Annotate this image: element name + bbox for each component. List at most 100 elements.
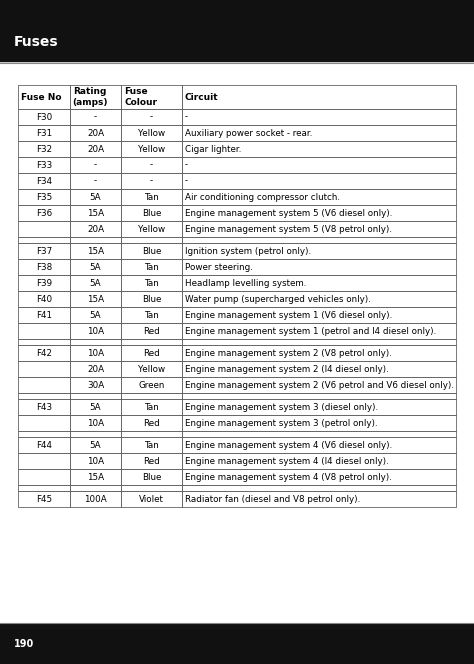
Text: Circuit: Circuit [185,92,219,102]
Bar [182,221,456,237]
Text: -: - [185,112,188,122]
Bar [0,0,474,62]
Bar [0,624,474,664]
Bar [182,415,456,431]
Bar [121,491,182,507]
Bar [182,453,456,469]
Bar [70,275,121,291]
Bar [70,361,121,377]
Text: Red: Red [143,327,160,335]
Bar [70,307,121,323]
Bar [121,189,182,205]
Bar [18,323,70,339]
Text: Blue: Blue [142,208,161,218]
Text: Red: Red [143,457,160,465]
Text: Yellow: Yellow [138,224,165,234]
Text: 15A: 15A [87,295,104,303]
Text: -: - [185,177,188,185]
Bar [121,399,182,415]
Bar [182,157,456,173]
Bar [182,173,456,189]
Text: 15A: 15A [87,208,104,218]
Bar [121,453,182,469]
Text: Water pump (supercharged vehicles only).: Water pump (supercharged vehicles only). [185,295,371,303]
Text: F35: F35 [36,193,52,201]
Bar [121,157,182,173]
Bar [182,399,456,415]
Text: Engine management system 2 (V8 petrol only).: Engine management system 2 (V8 petrol on… [185,349,392,357]
Bar [0,63,474,623]
Text: -: - [150,177,153,185]
Bar [18,345,70,361]
Bar [121,221,182,237]
Text: Engine management system 1 (V6 diesel only).: Engine management system 1 (V6 diesel on… [185,311,392,319]
Bar [18,415,70,431]
Text: Ignition system (petrol only).: Ignition system (petrol only). [185,246,311,256]
Bar [182,393,456,399]
Text: Auxiliary power socket - rear.: Auxiliary power socket - rear. [185,129,312,137]
Bar [182,377,456,393]
Bar [121,307,182,323]
Bar [18,361,70,377]
Bar [70,431,121,437]
Text: Tan: Tan [144,262,159,272]
Text: F44: F44 [36,440,52,450]
Bar [18,275,70,291]
Text: F30: F30 [36,112,52,122]
Text: Tan: Tan [144,440,159,450]
Bar [121,323,182,339]
Text: Air conditioning compressor clutch.: Air conditioning compressor clutch. [185,193,340,201]
Text: Engine management system 2 (V6 petrol and V6 diesel only).: Engine management system 2 (V6 petrol an… [185,380,454,390]
Text: Blue: Blue [142,473,161,481]
Bar [18,243,70,259]
Text: Red: Red [143,418,160,428]
Bar [70,453,121,469]
Bar [18,157,70,173]
Text: Yellow: Yellow [138,365,165,373]
Bar [70,205,121,221]
Bar [70,339,121,345]
Bar [182,431,456,437]
Bar [18,431,70,437]
Text: F36: F36 [36,208,52,218]
Bar [121,469,182,485]
Text: Engine management system 5 (V8 petrol only).: Engine management system 5 (V8 petrol on… [185,224,392,234]
Bar [182,485,456,491]
Text: -: - [150,161,153,169]
Text: 5A: 5A [90,278,101,288]
Text: Red: Red [143,349,160,357]
Text: Violet: Violet [139,495,164,503]
Bar [18,339,70,345]
Text: Engine management system 1 (petrol and I4 diesel only).: Engine management system 1 (petrol and I… [185,327,436,335]
Text: 190: 190 [14,639,34,649]
Bar [182,437,456,453]
Text: 5A: 5A [90,440,101,450]
Text: Engine management system 3 (petrol only).: Engine management system 3 (petrol only)… [185,418,377,428]
Text: Headlamp levelling system.: Headlamp levelling system. [185,278,306,288]
Text: F45: F45 [36,495,52,503]
Text: Cigar lighter.: Cigar lighter. [185,145,241,153]
Bar [70,243,121,259]
Bar [18,291,70,307]
Bar [70,399,121,415]
Text: Fuses: Fuses [14,35,59,49]
Bar [70,85,121,109]
Text: F33: F33 [36,161,52,169]
Text: F37: F37 [36,246,52,256]
Text: 20A: 20A [87,145,104,153]
Bar [18,469,70,485]
Bar [121,141,182,157]
Bar [70,221,121,237]
Bar [121,377,182,393]
Bar [18,173,70,189]
Bar [70,437,121,453]
Text: 20A: 20A [87,129,104,137]
Text: 20A: 20A [87,224,104,234]
Text: -: - [94,112,97,122]
Text: F34: F34 [36,177,52,185]
Bar [70,291,121,307]
Bar [121,393,182,399]
Bar [70,173,121,189]
Bar [121,345,182,361]
Bar [182,307,456,323]
